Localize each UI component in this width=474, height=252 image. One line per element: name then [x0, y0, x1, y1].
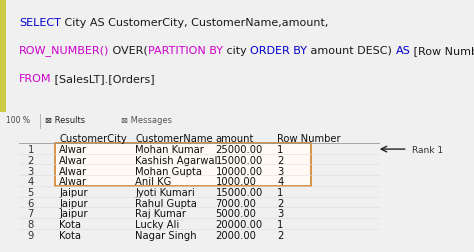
- Text: CustomerName: CustomerName: [135, 134, 213, 143]
- Text: 15000.00: 15000.00: [216, 187, 263, 197]
- Text: 25000.00: 25000.00: [216, 144, 263, 154]
- Text: Anil KG: Anil KG: [135, 177, 172, 186]
- Text: 2000.00: 2000.00: [216, 230, 256, 240]
- Text: Raj Kumar: Raj Kumar: [135, 209, 186, 218]
- Text: 20000.00: 20000.00: [216, 219, 263, 229]
- Text: 1: 1: [27, 144, 34, 154]
- Text: Rahul Gupta: Rahul Gupta: [135, 198, 197, 208]
- Text: PARTITION BY: PARTITION BY: [148, 45, 223, 55]
- Text: SELECT: SELECT: [19, 17, 61, 27]
- Text: Rank 1: Rank 1: [412, 145, 444, 154]
- Text: 4: 4: [277, 177, 283, 186]
- Text: 2: 2: [277, 198, 283, 208]
- Text: Alwar: Alwar: [59, 155, 87, 165]
- Text: 6: 6: [27, 198, 34, 208]
- Text: Nagar Singh: Nagar Singh: [135, 230, 197, 240]
- Text: amount: amount: [216, 134, 254, 143]
- Text: [SalesLT].[Orders]: [SalesLT].[Orders]: [52, 74, 155, 83]
- Text: ⊠ Messages: ⊠ Messages: [121, 116, 172, 124]
- Text: 5: 5: [27, 187, 34, 197]
- Text: Mohan Kumar: Mohan Kumar: [135, 144, 204, 154]
- Text: Mohan Gupta: Mohan Gupta: [135, 166, 202, 176]
- Text: Lucky Ali: Lucky Ali: [135, 219, 179, 229]
- Text: 1000.00: 1000.00: [216, 177, 256, 186]
- Text: 10000.00: 10000.00: [216, 166, 263, 176]
- Text: AS: AS: [396, 45, 410, 55]
- Text: 4: 4: [27, 177, 34, 186]
- Text: OVER(: OVER(: [109, 45, 148, 55]
- Text: 1: 1: [277, 187, 283, 197]
- Text: Alwar: Alwar: [59, 166, 87, 176]
- Text: 5000.00: 5000.00: [216, 209, 256, 218]
- Text: 9: 9: [27, 230, 34, 240]
- Text: Row Number: Row Number: [277, 134, 341, 143]
- Text: 3: 3: [27, 166, 34, 176]
- Text: 100 %: 100 %: [6, 115, 30, 124]
- Text: 15000.00: 15000.00: [216, 155, 263, 165]
- Text: Jaipur: Jaipur: [59, 198, 88, 208]
- Text: Alwar: Alwar: [59, 144, 87, 154]
- Text: Kashish Agarwal: Kashish Agarwal: [135, 155, 218, 165]
- Text: ⊠ Results: ⊠ Results: [45, 116, 85, 124]
- Bar: [0, 0, 6, 112]
- Text: 2: 2: [277, 155, 283, 165]
- Bar: [55, 144, 311, 187]
- Text: CustomerCity: CustomerCity: [59, 134, 127, 143]
- Text: City AS CustomerCity, CustomerName,amount,: City AS CustomerCity, CustomerName,amoun…: [61, 17, 328, 27]
- Text: Alwar: Alwar: [59, 177, 87, 186]
- Text: [Row Number]: [Row Number]: [410, 45, 474, 55]
- Text: city: city: [223, 45, 250, 55]
- Text: 3: 3: [277, 166, 283, 176]
- Text: FROM: FROM: [19, 74, 52, 83]
- Text: Jaipur: Jaipur: [59, 209, 88, 218]
- Text: Jaipur: Jaipur: [59, 187, 88, 197]
- Text: 7: 7: [27, 209, 34, 218]
- Text: 7000.00: 7000.00: [216, 198, 256, 208]
- Text: 8: 8: [27, 219, 34, 229]
- Text: Jyoti Kumari: Jyoti Kumari: [135, 187, 195, 197]
- Text: Kota: Kota: [59, 230, 81, 240]
- Text: Kota: Kota: [59, 219, 81, 229]
- Text: amount DESC): amount DESC): [307, 45, 396, 55]
- Text: 1: 1: [277, 144, 283, 154]
- Text: ORDER BY: ORDER BY: [250, 45, 307, 55]
- Text: ROW_NUMBER(): ROW_NUMBER(): [19, 45, 109, 56]
- Text: 2: 2: [27, 155, 34, 165]
- Text: 2: 2: [277, 230, 283, 240]
- Text: 3: 3: [277, 209, 283, 218]
- Text: 1: 1: [277, 219, 283, 229]
